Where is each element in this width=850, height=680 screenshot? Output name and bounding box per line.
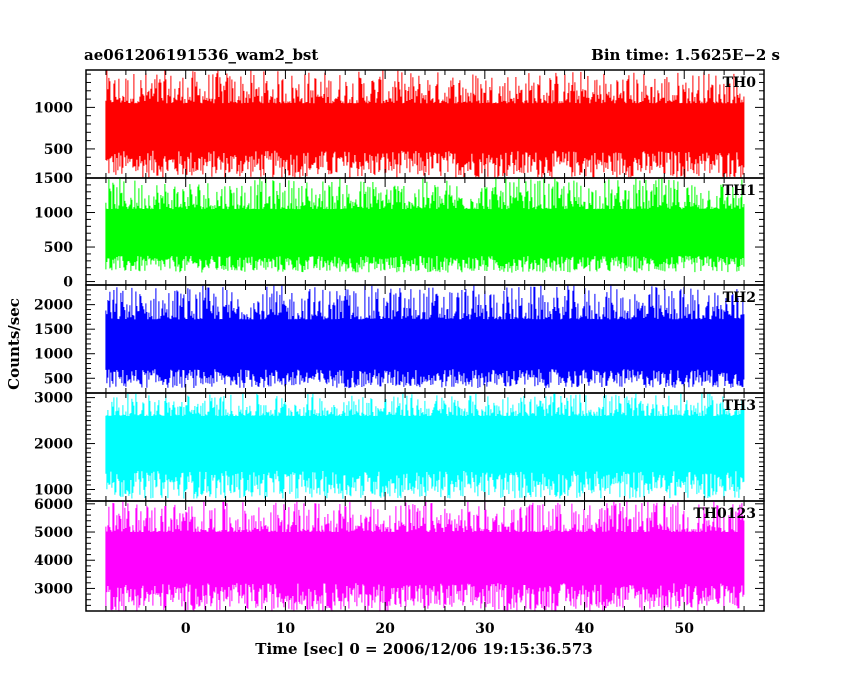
- x-axis-label: Time [sec] 0 = 2006/12/06 19:15:36.573: [255, 640, 592, 658]
- series-th0123-trace: [105, 501, 745, 611]
- panel-label: TH1: [723, 183, 756, 199]
- y-tick-label: 500: [44, 371, 73, 387]
- panel-th3: 1000 2000 3000 TH3: [34, 391, 765, 502]
- y-tick-label: 6000: [34, 497, 73, 513]
- y-tick-label: 5000: [34, 525, 73, 541]
- y-tick-label: 500: [44, 142, 73, 158]
- y-tick-label: 2000: [34, 298, 73, 314]
- y-tick-label: 4000: [34, 553, 73, 569]
- x-tick-label: 50: [674, 621, 694, 637]
- x-tick-label: 0: [181, 621, 191, 637]
- y-tick-label: 1500: [34, 171, 73, 187]
- y-tick-label: 1000: [34, 483, 73, 499]
- y-tick-label: 3000: [34, 391, 73, 407]
- y-tick-label: 1000: [34, 206, 73, 222]
- x-tick-label: 30: [475, 621, 495, 637]
- y-tick-label: 1500: [34, 322, 73, 338]
- panels-group: 5001000TH0050010001500TH1500100015002000…: [34, 69, 765, 637]
- y-tick-label: 1000: [34, 100, 73, 116]
- series-th0-trace: [105, 70, 745, 178]
- panel-label: TH2: [723, 290, 756, 306]
- panel-label: TH0123: [693, 506, 756, 522]
- panel-th0123: 3000 4000 5000 6000 TH0123: [34, 497, 765, 612]
- x-tick-label: 20: [375, 621, 395, 637]
- y-tick-label: 2000: [34, 437, 73, 453]
- x-tick-label: 40: [575, 621, 595, 637]
- panel-th0: 500 1000 TH0: [34, 69, 765, 179]
- series-th1-trace: [105, 178, 745, 273]
- panel-th1: 0 500 1000 1500 TH1: [34, 171, 765, 291]
- chart-title: ae061206191536_wam2_bst: [84, 46, 318, 64]
- panel-label: TH0: [723, 75, 757, 91]
- y-tick-label: 1000: [34, 347, 73, 363]
- bin-time-label: Bin time: 1.5625E−2 s: [591, 46, 780, 64]
- y-tick-label: 3000: [34, 581, 73, 597]
- panel-label: TH3: [723, 398, 756, 414]
- series-th3-trace: [105, 393, 745, 499]
- series-th2-trace: [105, 285, 745, 389]
- y-tick-label: 500: [44, 240, 73, 256]
- y-tick-label: 0: [63, 275, 73, 291]
- x-tick-label: 10: [276, 621, 296, 637]
- y-axis-label: Counts/sec: [5, 298, 23, 390]
- panel-th2: 500 1000 1500 2000 TH2: [34, 284, 765, 394]
